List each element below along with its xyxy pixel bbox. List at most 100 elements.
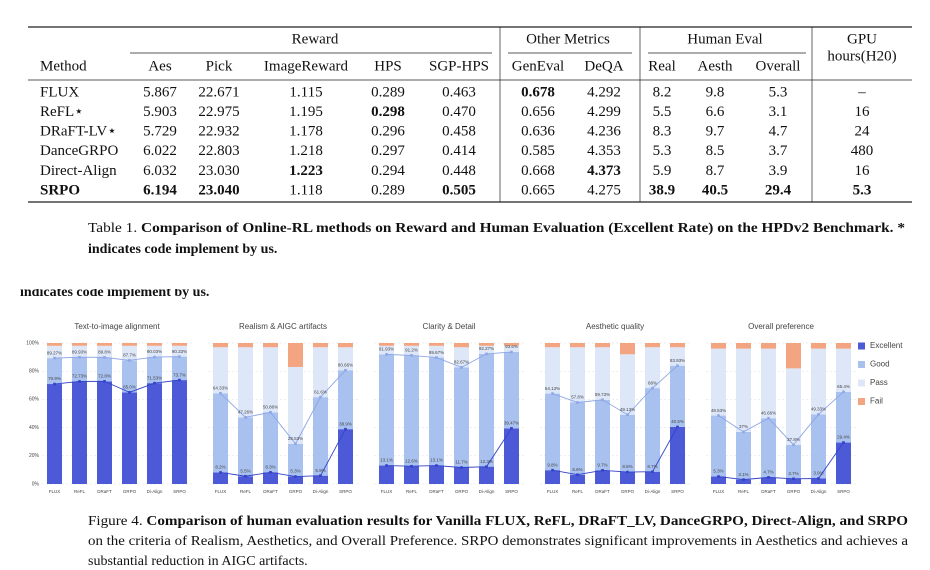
bar-segment	[711, 343, 726, 349]
table-cell: 5.3	[853, 182, 872, 198]
line-marker	[651, 386, 654, 390]
line-marker	[551, 392, 554, 395]
group-header: Reward	[292, 31, 339, 47]
bar-segment	[620, 354, 635, 415]
point-label: 93.6%	[505, 344, 518, 349]
table-cell: 29.4	[765, 182, 792, 198]
y-tick-label: 80%	[29, 369, 40, 375]
table-rules	[28, 26, 912, 203]
bar-segment	[479, 353, 494, 467]
bar-segment	[836, 343, 851, 349]
x-tick-label: Di-Align	[147, 489, 163, 494]
point-label: 83.93%	[670, 358, 685, 363]
line-marker	[78, 380, 81, 383]
bar-segment	[504, 345, 519, 353]
line-marker	[128, 359, 131, 362]
bar-segment	[811, 478, 826, 484]
point-label: 28.53%	[288, 436, 303, 441]
line	[54, 356, 180, 361]
point-label: 91.2%	[405, 348, 418, 353]
bar-segment	[761, 418, 776, 478]
table-cell: 0.289	[371, 182, 405, 198]
bar-segment	[122, 360, 137, 393]
bar-segment	[670, 365, 685, 427]
column-header: HPS	[374, 58, 402, 74]
x-tick-label: FLUX	[49, 489, 61, 494]
cut-text: indicates code implement by us.	[20, 285, 209, 300]
bar-segment	[620, 343, 635, 355]
line-marker	[53, 356, 56, 360]
point-label: 9.8%	[547, 462, 557, 467]
bar-segment	[836, 442, 851, 484]
table-cell: 8.3	[653, 124, 672, 140]
point-label: 29.4%	[837, 435, 850, 440]
x-tick-label: FLUX	[381, 489, 393, 494]
bar-segment	[595, 470, 610, 484]
bar-segment	[429, 345, 444, 358]
point-label: 89.27%	[47, 350, 62, 355]
table-cell: 1.115	[289, 84, 322, 100]
bar-segment	[504, 343, 519, 346]
line-marker	[78, 355, 81, 359]
line-marker	[651, 470, 654, 474]
line-marker	[626, 413, 629, 417]
bar-segment	[645, 347, 660, 389]
bar-segment	[313, 343, 328, 348]
x-tick-label: SRPO	[339, 489, 352, 494]
bar-segment	[172, 380, 187, 484]
bar-segment	[645, 471, 660, 484]
line-marker	[576, 401, 579, 404]
line-marker	[269, 410, 272, 414]
bar-segment	[670, 426, 685, 484]
bar-segment	[836, 348, 851, 392]
bar-segment	[72, 343, 87, 346]
table-cell: FLUX	[40, 84, 79, 100]
table-cell: 0.298	[371, 104, 405, 120]
chart: Clarity & Detail FLUX ReFL DRaFT GRPO Di-Alig…	[374, 322, 524, 494]
legend-swatch	[858, 379, 865, 387]
bar-segment	[670, 343, 685, 348]
bar-segment	[147, 383, 162, 484]
point-label: 49.13%	[620, 407, 635, 412]
bar-segment	[313, 397, 328, 476]
point-label: 72.73%	[72, 374, 87, 379]
bar-segment	[263, 472, 278, 484]
chart-title: Realism & AIGC artifacts	[239, 322, 327, 331]
line	[220, 428, 346, 477]
line-marker	[294, 475, 297, 478]
line-marker	[294, 442, 297, 446]
line-marker	[219, 391, 222, 395]
column-header: Aes	[148, 58, 171, 74]
bar-segment	[404, 343, 419, 346]
line-marker	[53, 382, 56, 386]
line-marker	[551, 468, 554, 472]
line-marker	[153, 381, 156, 385]
table-cell: 22.803	[198, 143, 239, 159]
bar-segment	[545, 347, 560, 394]
caption-label: Figure 4.	[88, 514, 143, 529]
table-cell: 4.292	[587, 84, 621, 100]
bar-segment	[545, 393, 560, 471]
line-marker	[435, 356, 438, 359]
bar-segment	[545, 470, 560, 484]
table-cell: 5.867	[143, 84, 177, 100]
bar-segment	[47, 343, 62, 346]
line	[552, 365, 678, 416]
line-marker	[344, 427, 347, 431]
bar-segment	[147, 345, 162, 358]
table-cell: 4.275	[587, 182, 621, 198]
table-cell: 8.7	[706, 163, 725, 179]
bar-segment	[761, 343, 776, 349]
bar-segment	[238, 476, 253, 484]
bar-segment	[338, 347, 353, 371]
line-marker	[717, 414, 720, 417]
bar-segment	[147, 357, 162, 384]
legend-label: Good	[870, 360, 890, 369]
line	[552, 426, 678, 476]
line-marker	[576, 473, 579, 476]
table-cell: 1.118	[289, 182, 322, 198]
point-label: 6.6%	[572, 467, 582, 472]
line-marker	[319, 395, 322, 399]
bar-segment	[736, 343, 751, 349]
legend-swatch	[858, 342, 865, 350]
